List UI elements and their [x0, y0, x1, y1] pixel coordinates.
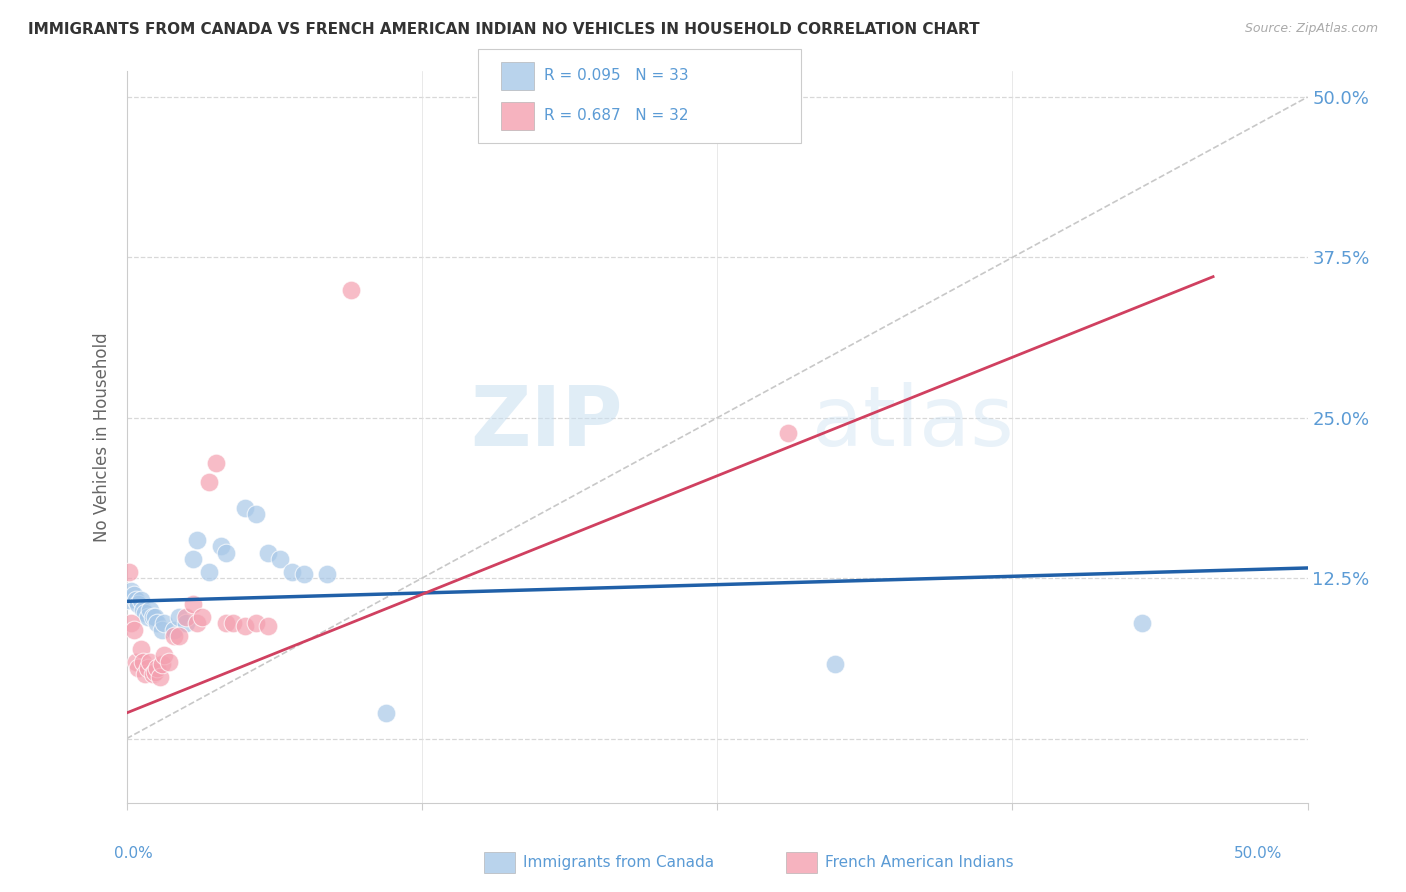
Point: [186, 533, 208, 547]
Text: 50.0%: 50.0%: [1234, 846, 1282, 861]
Point: [143, 665, 166, 679]
Point: [167, 609, 190, 624]
Point: [127, 661, 149, 675]
Point: [198, 475, 221, 489]
Point: [150, 623, 173, 637]
Point: [157, 655, 180, 669]
Point: [186, 616, 208, 631]
Point: [118, 593, 141, 607]
Point: [316, 567, 339, 582]
Point: [233, 500, 256, 515]
Text: ZIP: ZIP: [470, 382, 623, 463]
Point: [129, 593, 152, 607]
Point: [1130, 616, 1153, 631]
Point: [209, 539, 232, 553]
Text: French American Indians: French American Indians: [825, 855, 1014, 870]
Point: [776, 426, 799, 441]
Point: [122, 623, 145, 637]
Point: [120, 616, 142, 631]
Text: IMMIGRANTS FROM CANADA VS FRENCH AMERICAN INDIAN NO VEHICLES IN HOUSEHOLD CORREL: IMMIGRANTS FROM CANADA VS FRENCH AMERICA…: [28, 22, 980, 37]
Text: Immigrants from Canada: Immigrants from Canada: [523, 855, 714, 870]
Point: [129, 641, 152, 656]
Point: [181, 597, 204, 611]
Y-axis label: No Vehicles in Household: No Vehicles in Household: [93, 332, 111, 542]
Point: [134, 667, 156, 681]
Point: [153, 648, 176, 663]
Point: [141, 609, 163, 624]
Point: [125, 655, 148, 669]
Point: [150, 657, 173, 672]
Point: [127, 597, 149, 611]
Point: [143, 609, 166, 624]
Point: [139, 603, 162, 617]
Point: [163, 623, 186, 637]
Text: 0.0%: 0.0%: [114, 846, 153, 861]
Text: atlas: atlas: [811, 382, 1014, 463]
Point: [146, 616, 169, 631]
Point: [181, 552, 204, 566]
Point: [281, 565, 304, 579]
Point: [132, 655, 155, 669]
Point: [174, 609, 197, 624]
Point: [174, 616, 197, 631]
Point: [136, 661, 159, 675]
Point: [125, 593, 148, 607]
Point: [198, 565, 221, 579]
Point: [146, 661, 169, 675]
Point: [824, 657, 846, 672]
Point: [233, 618, 256, 632]
Point: [375, 706, 398, 720]
Point: [167, 629, 190, 643]
Point: [215, 545, 238, 559]
Text: R = 0.095   N = 33: R = 0.095 N = 33: [544, 69, 689, 83]
Point: [118, 565, 141, 579]
Point: [245, 616, 267, 631]
Point: [292, 567, 315, 582]
Point: [205, 456, 228, 470]
Point: [215, 616, 238, 631]
Point: [141, 667, 163, 681]
Point: [245, 507, 267, 521]
Point: [139, 655, 162, 669]
Point: [132, 603, 155, 617]
Point: [257, 545, 280, 559]
Point: [257, 618, 280, 632]
Point: [191, 609, 214, 624]
Point: [122, 588, 145, 602]
Text: Source: ZipAtlas.com: Source: ZipAtlas.com: [1244, 22, 1378, 36]
Point: [153, 616, 176, 631]
Point: [269, 552, 291, 566]
Point: [136, 609, 159, 624]
Point: [134, 606, 156, 620]
Point: [149, 670, 172, 684]
Point: [340, 283, 363, 297]
Text: R = 0.687   N = 32: R = 0.687 N = 32: [544, 109, 689, 123]
Point: [120, 584, 142, 599]
Point: [163, 629, 186, 643]
Point: [222, 616, 245, 631]
